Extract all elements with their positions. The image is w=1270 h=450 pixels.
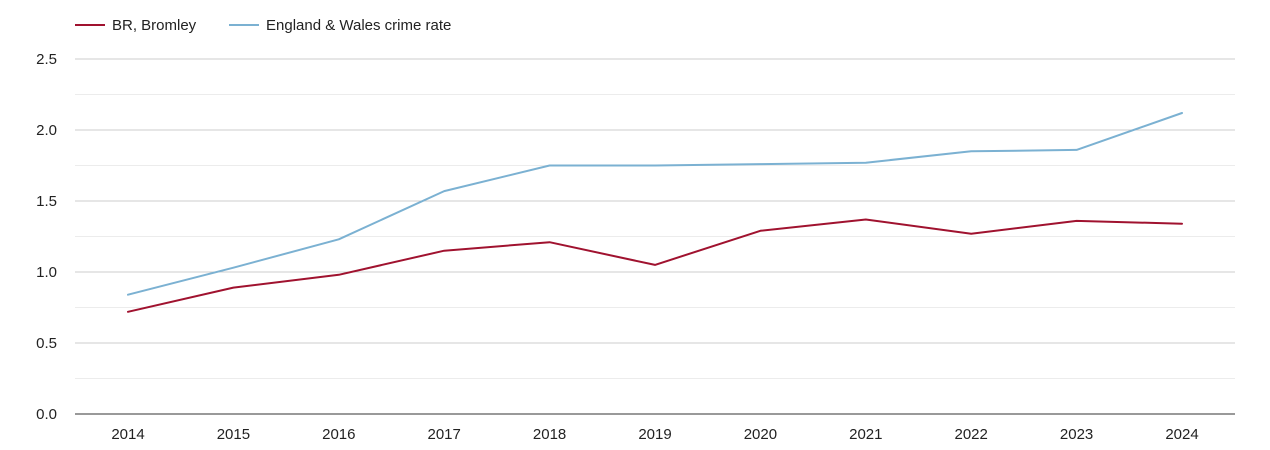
series-line-bromley xyxy=(127,218,1183,313)
y-tick-label: 0.5 xyxy=(36,335,57,352)
x-tick-label: 2020 xyxy=(744,426,777,443)
legend: BR, Bromley England & Wales crime rate xyxy=(75,17,451,34)
x-tick-label: 2023 xyxy=(1060,426,1093,443)
series-lines xyxy=(127,112,1183,313)
y-tick-label: 1.0 xyxy=(36,264,57,281)
x-tick-label: 2014 xyxy=(111,426,144,443)
legend-label-bromley: BR, Bromley xyxy=(112,17,197,34)
x-tick-label: 2018 xyxy=(533,426,566,443)
x-tick-label: 2024 xyxy=(1165,426,1198,443)
x-axis-tick-labels: 2014 2015 2016 2017 2018 2019 2020 2021 2022 2023… xyxy=(111,426,1198,443)
y-tick-label: 2.0 xyxy=(36,122,57,139)
x-tick-label: 2015 xyxy=(217,426,250,443)
y-axis-tick-labels: 0.0 0.5 1.0 1.5 2.0 2.5 xyxy=(36,51,57,423)
x-tick-label: 2019 xyxy=(638,426,671,443)
legend-label-england-wales: England & Wales crime rate xyxy=(266,17,451,34)
y-tick-label: 0.0 xyxy=(36,406,57,423)
x-tick-label: 2016 xyxy=(322,426,355,443)
x-tick-label: 2017 xyxy=(428,426,461,443)
gridlines xyxy=(75,58,1235,379)
x-tick-label: 2021 xyxy=(849,426,882,443)
x-tick-label: 2022 xyxy=(955,426,988,443)
y-tick-label: 2.5 xyxy=(36,51,57,68)
series-line-england-wales xyxy=(127,112,1183,296)
y-tick-label: 1.5 xyxy=(36,193,57,210)
